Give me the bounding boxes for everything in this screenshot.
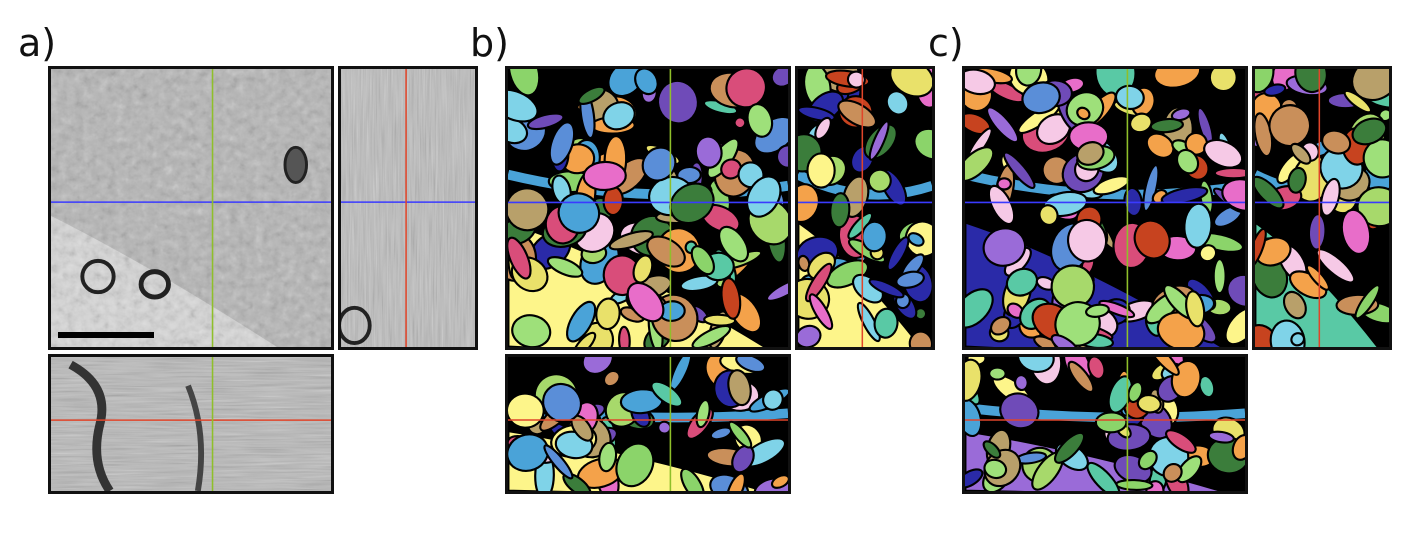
seg-b-bottom-image <box>508 357 788 491</box>
seg-c-xy-view <box>962 66 1248 350</box>
seg-b-bottom-view <box>505 354 791 494</box>
seg-c-side-image <box>1255 69 1389 347</box>
seg-c-side-view <box>1252 66 1392 350</box>
scale-bar <box>58 332 154 338</box>
seg-b-side-image <box>798 69 932 347</box>
seg-c-xy-image <box>965 69 1245 347</box>
em-xy-view <box>48 66 334 350</box>
em-xy-image <box>51 69 331 347</box>
em-bottom-image <box>51 357 331 491</box>
seg-b-xy-view <box>505 66 791 350</box>
seg-b-side-view <box>795 66 935 350</box>
panel-label-c: c) <box>928 21 964 65</box>
em-side-image <box>341 69 475 347</box>
seg-b-xy-image <box>508 69 788 347</box>
panel-label-a: a) <box>18 21 57 65</box>
em-side-view <box>338 66 478 350</box>
seg-c-bottom-view <box>962 354 1248 494</box>
panel-label-b: b) <box>470 21 509 65</box>
seg-c-bottom-image <box>965 357 1245 491</box>
em-bottom-view <box>48 354 334 494</box>
